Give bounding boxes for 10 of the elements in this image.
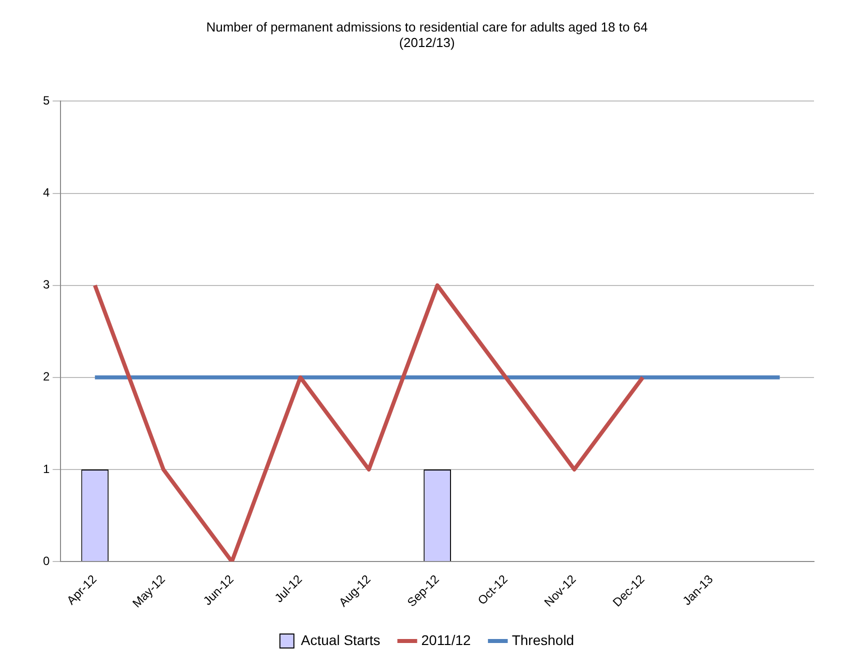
y-tick-label: 3 bbox=[42, 278, 50, 292]
legend-label: Threshold bbox=[512, 632, 574, 648]
y-tick-label: 4 bbox=[42, 186, 50, 200]
y-tick-label: 5 bbox=[42, 94, 50, 108]
legend-label: Actual Starts bbox=[300, 632, 380, 648]
y-tick-label: 1 bbox=[42, 462, 50, 476]
y-tick-label: 0 bbox=[42, 554, 50, 568]
chart-title: Number of permanent admissions to residential care for adults aged 18 to 64 (2012/13) bbox=[206, 19, 648, 50]
legend-label: 2011/12 bbox=[421, 632, 472, 648]
y-tick-label: 2 bbox=[42, 370, 50, 384]
